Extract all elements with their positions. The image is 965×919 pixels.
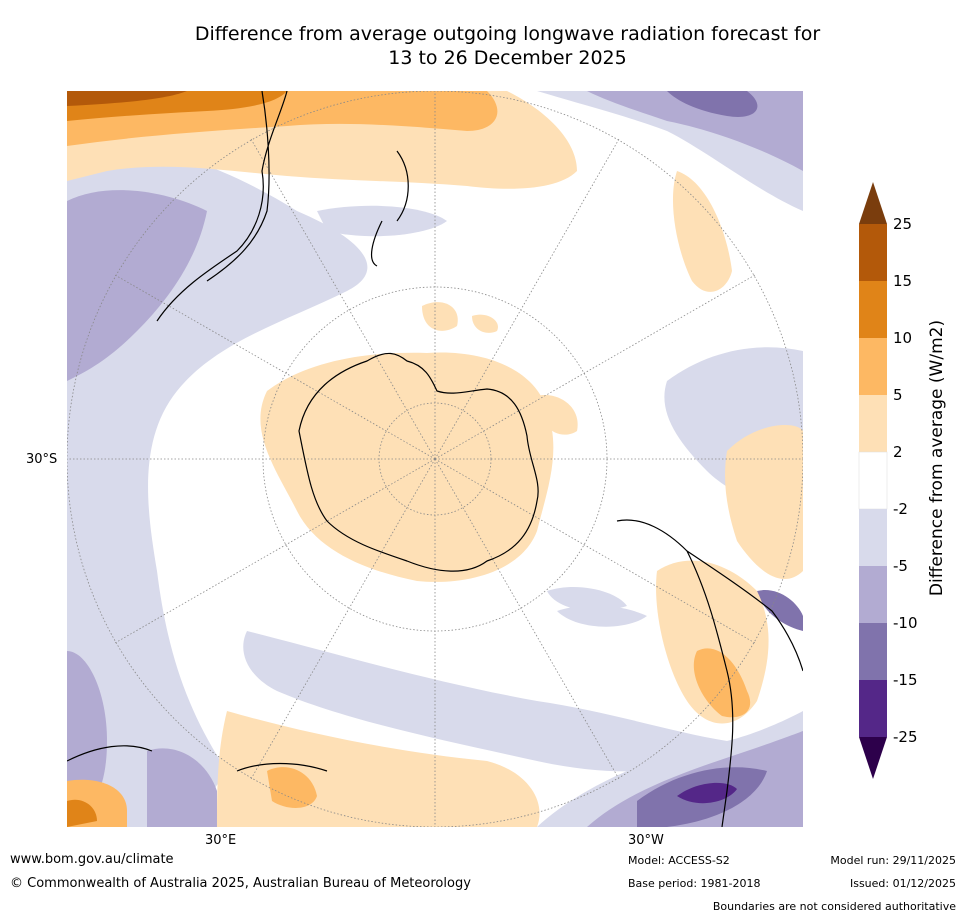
- chart-title: Difference from average outgoing longwav…: [100, 22, 915, 70]
- copyright: © Commonwealth of Australia 2025, Austra…: [10, 876, 471, 891]
- colorbar-bottom-arrow: [859, 737, 887, 779]
- colorbar-top-arrow: [859, 182, 887, 224]
- colorbar-tick-neg15: -15: [893, 671, 918, 689]
- colorbar-title: Difference from average (W/m2): [927, 319, 947, 597]
- colorbar-tick-15: 15: [893, 272, 913, 290]
- lon-label-30e: 30°E: [205, 833, 237, 848]
- positive-anomaly-extreme: [67, 91, 187, 106]
- colorbar-bin-neg15-neg10: [859, 623, 887, 680]
- model-label: Model: ACCESS-S2: [628, 854, 730, 867]
- australia-coast: [156, 91, 288, 322]
- negative-anomaly-extreme: [677, 782, 737, 804]
- base-period-label: Base period: 1981-2018: [628, 877, 761, 890]
- colorbar-bin-10-15: [859, 281, 887, 338]
- website-link[interactable]: www.bom.gov.au/climate: [10, 852, 174, 867]
- new-zealand-coast: [370, 150, 409, 267]
- colorbar-bin-neg5-neg2: [859, 509, 887, 566]
- colorbar: [858, 182, 888, 779]
- title-line-1: Difference from average outgoing longwav…: [194, 23, 821, 45]
- colorbar-tick-neg10: -10: [893, 614, 918, 632]
- model-run-label: Model run: 29/11/2025: [830, 854, 956, 867]
- coastlines: [67, 91, 803, 827]
- colorbar-bin-5-10: [859, 338, 887, 395]
- south-america-coast: [616, 519, 803, 827]
- polar-map: [67, 91, 803, 827]
- africa-coast: [67, 745, 328, 772]
- positive-anomaly-light: [67, 91, 803, 827]
- colorbar-bin-neg25-neg15: [859, 680, 887, 737]
- lat-label-30s: 30°S: [26, 452, 58, 467]
- colorbar-tick-neg25: -25: [893, 728, 918, 746]
- colorbar-bin-15-25: [859, 224, 887, 281]
- colorbar-tick-5: 5: [893, 386, 903, 404]
- colorbar-tick-2: 2: [893, 443, 903, 461]
- colorbar-bin-neg10-neg5: [859, 566, 887, 623]
- graticule: [67, 91, 803, 827]
- antarctica-coast: [298, 352, 539, 572]
- colorbar-tick-25: 25: [893, 215, 913, 233]
- issued-label: Issued: 01/12/2025: [849, 877, 956, 890]
- title-line-2: 13 to 26 December 2025: [388, 47, 627, 69]
- lon-label-30w: 30°W: [628, 833, 664, 848]
- colorbar-bin-neg2-2: [858, 451, 888, 510]
- colorbar-tick-neg2: -2: [893, 500, 908, 518]
- colorbar-bin-2-5: [859, 395, 887, 452]
- disclaimer: Boundaries are not considered authoritat…: [712, 900, 956, 913]
- colorbar-tick-10: 10: [893, 329, 913, 347]
- colorbar-tick-neg5: -5: [893, 557, 908, 575]
